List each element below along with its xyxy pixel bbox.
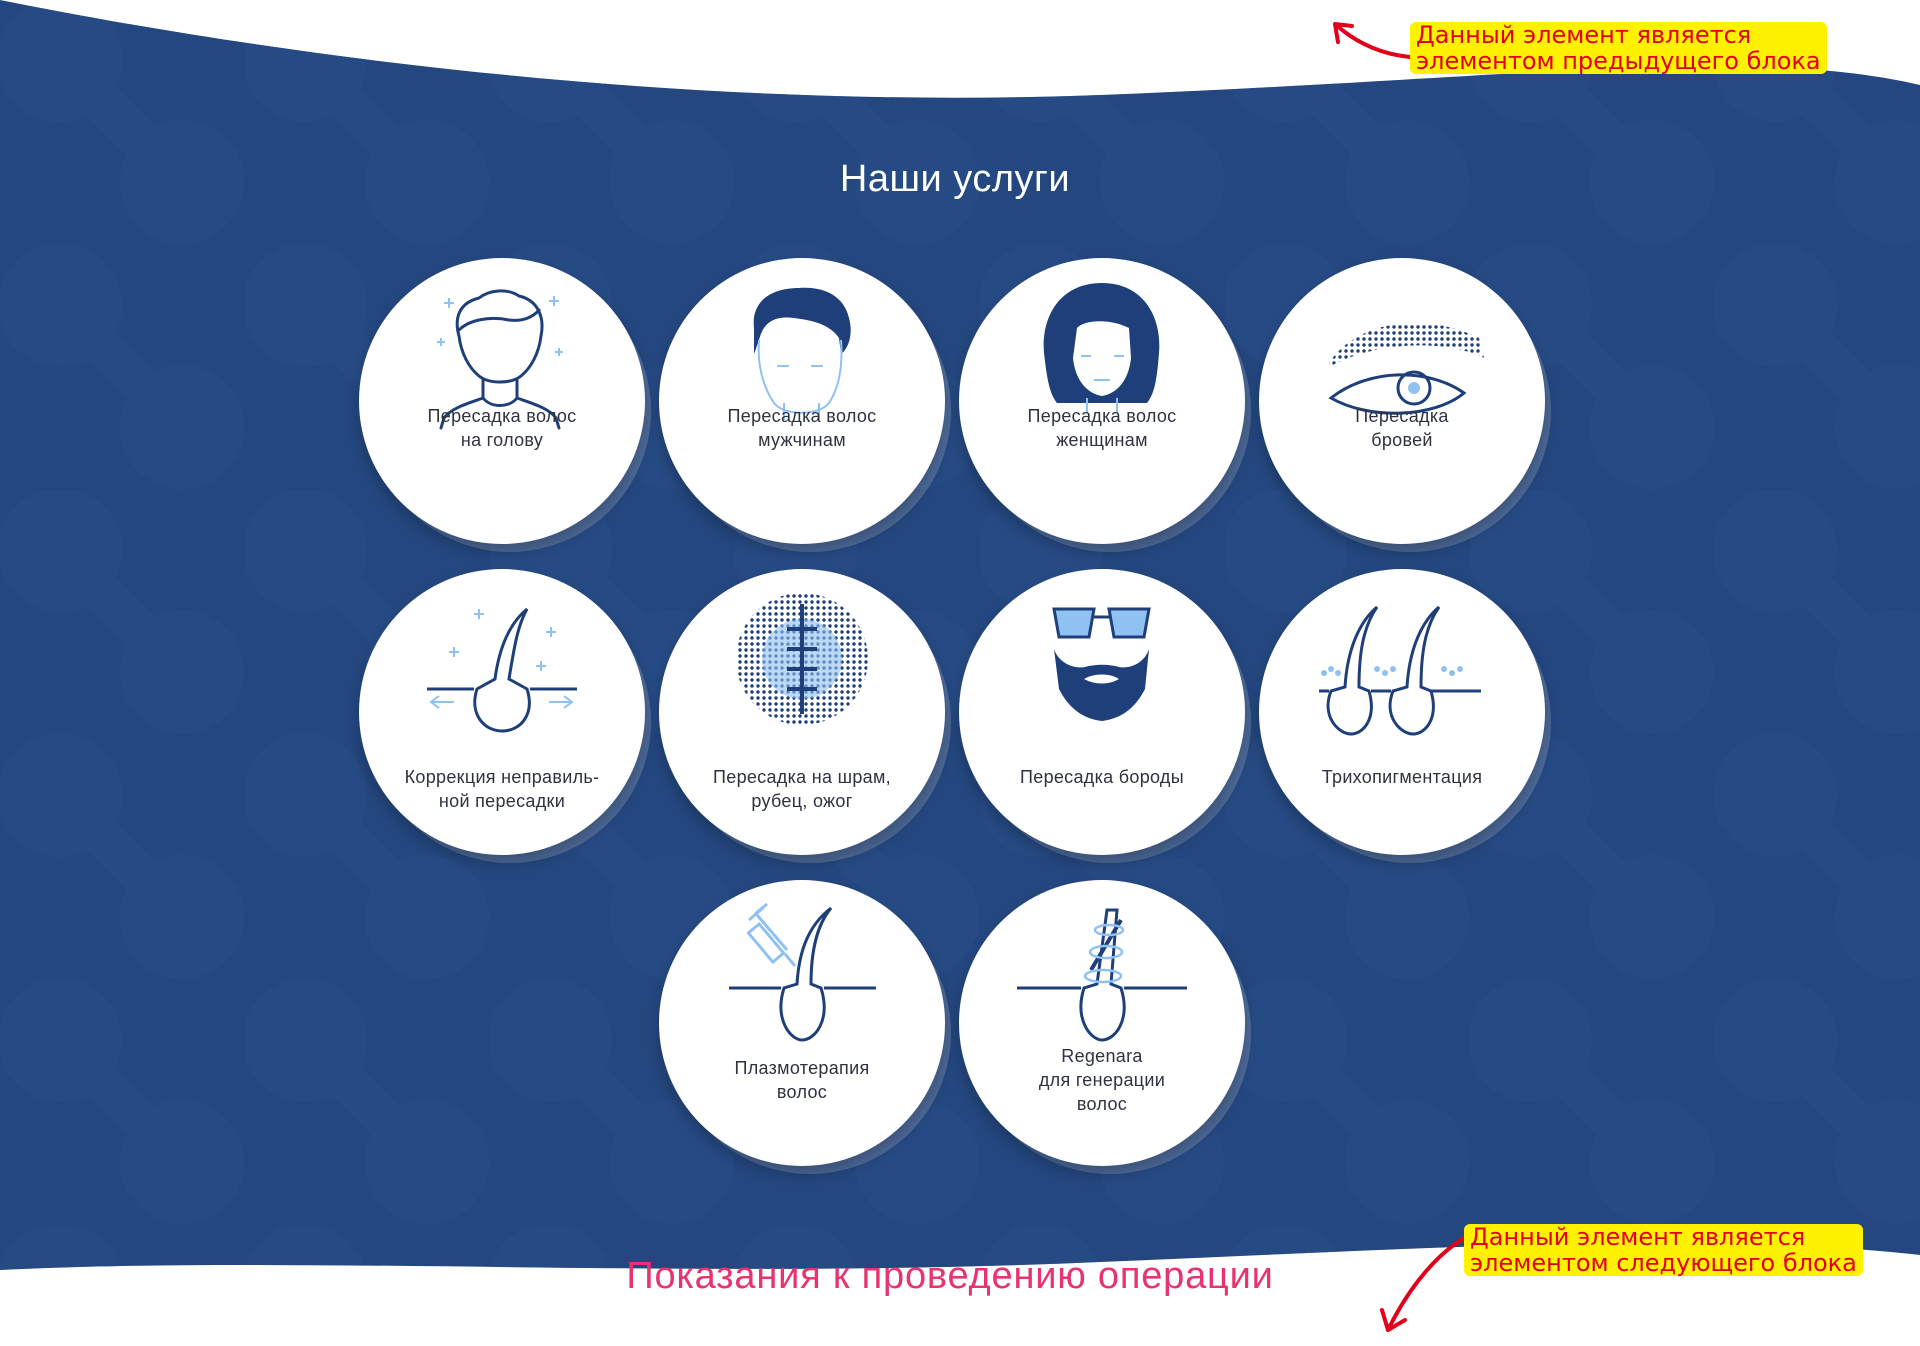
man-face-icon — [753, 287, 851, 420]
service-card-plasmotherapy[interactable]: Плазмотерапия волос — [659, 880, 945, 1166]
beard-face-icon — [1052, 607, 1151, 721]
woman-face-icon — [1043, 283, 1160, 413]
head-outline-icon — [437, 289, 563, 430]
arrow-bottom-icon — [1380, 1233, 1472, 1332]
trichopigmentation-icon — [1319, 605, 1481, 736]
service-label: Трихопигментация — [1321, 767, 1483, 787]
service-label: Пересадка на шрам, рубец, ожог — [713, 767, 891, 811]
service-card-scar[interactable]: Пересадка на шрам, рубец, ожог — [659, 569, 945, 855]
service-label: Коррекция неправиль- ной пересадки — [404, 767, 600, 811]
annotation-previous-block: Данный элемент является элементом предыд… — [1410, 22, 1827, 74]
section-title: Наши услуги — [839, 158, 1071, 200]
arrow-top-icon — [1333, 22, 1412, 59]
service-label: Пересадка бровей — [1355, 406, 1449, 450]
next-block-title: Показания к проведению операции — [626, 1255, 1274, 1297]
service-label: Пересадка волос женщинам — [1027, 406, 1177, 450]
service-card-eyebrows[interactable]: Пересадка бровей — [1259, 258, 1545, 544]
hair-follicle-correction-icon — [427, 607, 577, 733]
service-card-women[interactable]: Пересадка волос женщинам — [959, 258, 1245, 544]
scar-dotted-icon — [736, 593, 868, 725]
service-card-regenara[interactable]: Regenara для генерации волос — [959, 880, 1245, 1166]
service-card-beard[interactable]: Пересадка бороды — [959, 569, 1245, 855]
annotation-next-block: Данный элемент является элементом следую… — [1464, 1224, 1863, 1276]
service-label: Regenara для генерации волос — [1038, 1046, 1166, 1114]
service-label: Пересадка бороды — [1020, 767, 1184, 787]
service-card-head-transplant[interactable]: Пересадка волос на голову — [359, 258, 645, 544]
service-label: Плазмотерапия волос — [734, 1058, 870, 1102]
service-label: Пересадка волос на голову — [427, 406, 577, 450]
service-card-trichopigmentation[interactable]: Трихопигментация — [1259, 569, 1545, 855]
service-label: Пересадка волос мужчинам — [727, 406, 877, 450]
syringe-follicle-icon — [729, 902, 876, 1042]
eyebrow-eye-icon — [1328, 323, 1484, 415]
regeneration-follicle-icon — [1017, 908, 1187, 1042]
service-card-men[interactable]: Пересадка волос мужчинам — [659, 258, 945, 544]
service-card-correction[interactable]: Коррекция неправиль- ной пересадки — [359, 569, 645, 855]
